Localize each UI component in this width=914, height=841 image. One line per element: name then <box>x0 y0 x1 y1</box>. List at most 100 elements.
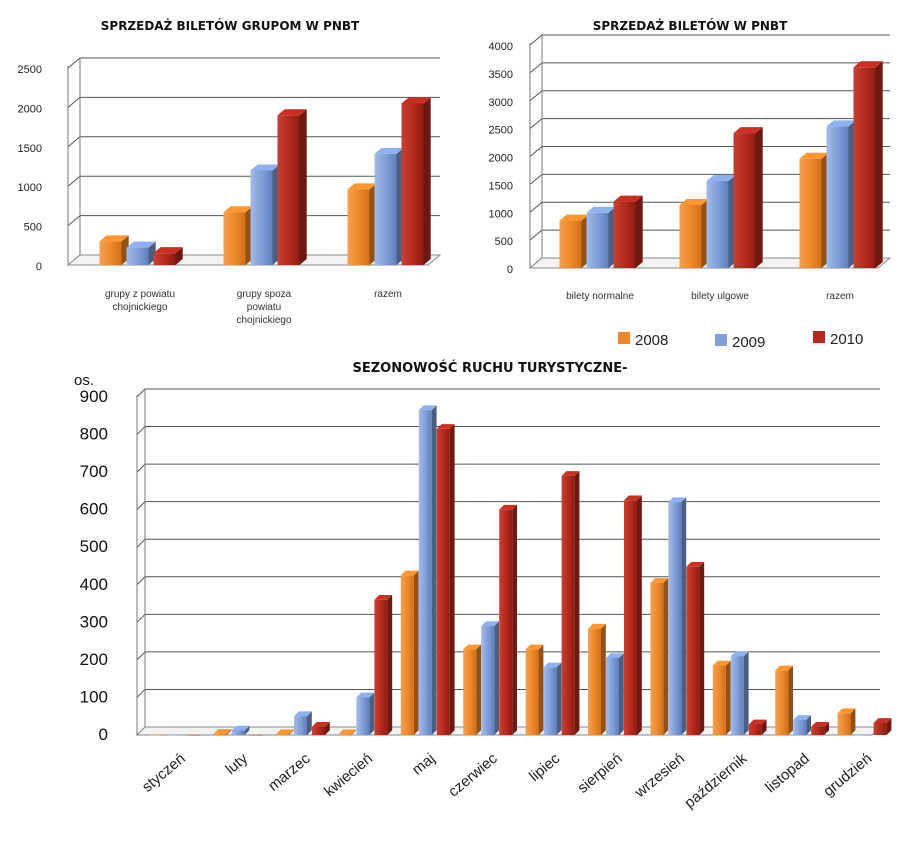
chart3-bar <box>775 670 789 735</box>
chart3-bar-top <box>543 662 562 668</box>
chart2-gridline <box>529 34 890 46</box>
chart3-bar <box>855 735 869 736</box>
chart3-bar <box>294 716 307 735</box>
chart3-category-label: kwiecień <box>321 750 376 800</box>
chart3-category-label: styczeń <box>139 750 189 796</box>
chart1-category-label: chojnickiego <box>112 302 167 313</box>
chart3-bar <box>418 410 432 735</box>
chart3-bar <box>374 599 388 735</box>
chart3-bar-top <box>793 715 811 720</box>
chart2-bar-side <box>755 127 763 269</box>
chart3-bar-top <box>374 595 393 600</box>
chart3-category-label: grudzień <box>820 750 875 800</box>
chart3-bar-top <box>356 692 375 698</box>
chart3-bar <box>873 722 887 735</box>
chart2-bar-top <box>799 152 829 159</box>
chart3-bar-side <box>449 424 455 735</box>
chart3-gridline <box>136 426 880 435</box>
chart3-bar <box>624 500 637 735</box>
chart3-unit-label: os. <box>74 372 94 389</box>
chart1-bar-top <box>153 247 183 254</box>
chart1-category-label: grupy z powiatu <box>105 289 175 300</box>
chart3-bar <box>481 626 495 735</box>
chart3-bar <box>606 658 619 735</box>
chart3-bar-top <box>561 471 580 476</box>
chart1-title: SPRZEDAŻ BILETÓW GRUPOM W PNBT <box>101 18 360 33</box>
chart2-bar-side <box>875 61 883 268</box>
chart3-bar-side <box>601 623 606 735</box>
legend: 2008 2009 2010 <box>618 331 863 351</box>
chart1-ytick-label: 2500 <box>18 64 42 76</box>
chart3-bar-top <box>463 644 481 650</box>
chart2-ytick-label: 3000 <box>489 97 513 109</box>
chart3-ytick-label: 200 <box>80 650 108 669</box>
chart2-bar-top <box>613 195 643 202</box>
chart1-bar-top <box>223 206 253 213</box>
chart1-category-label: chojnickiego <box>236 315 291 326</box>
chart3-bar-top <box>418 405 437 411</box>
chart3-bar-top <box>811 721 829 727</box>
chart2-bar-side <box>635 195 643 268</box>
chart3-bar <box>686 566 700 735</box>
chart3-bar-top <box>312 721 330 727</box>
chart3-bar-top <box>606 653 624 659</box>
chart3-bar-side <box>387 595 393 735</box>
chart3-bar-side <box>556 662 562 735</box>
chart2-bar-top <box>586 206 616 213</box>
chart3-bar-side <box>325 721 330 735</box>
chart3-bar <box>187 735 201 736</box>
chart1-bar <box>277 115 300 265</box>
chart1-bar-top <box>250 164 280 171</box>
legend-swatch-2009 <box>715 334 727 346</box>
chart1-ytick-label: 500 <box>24 222 42 234</box>
chart3-bar-top <box>650 578 669 583</box>
chart3-bar <box>525 649 539 735</box>
chart3-bar-side <box>512 504 517 735</box>
chart3-bar <box>561 475 575 735</box>
chart1-category-label: razem <box>374 289 402 300</box>
chart1-ytick-label: 1500 <box>18 143 42 155</box>
chart1-bar-top <box>126 241 156 248</box>
chart2-ytick-label: 3500 <box>489 69 513 81</box>
chart3-bar-side <box>663 578 669 735</box>
chart2-ytick-label: 2000 <box>489 153 513 165</box>
chart3-bar <box>499 509 513 735</box>
chart3-bar-side <box>476 644 481 735</box>
chart3-bar <box>463 649 477 735</box>
chart1-gridline <box>67 57 440 69</box>
chart3-bar-side <box>538 644 544 735</box>
chart3-bar-side <box>494 621 499 735</box>
legend-label-2009: 2009 <box>732 334 765 351</box>
chart2-ytick-label: 1000 <box>489 208 513 220</box>
chart3-bar <box>811 726 825 735</box>
chart3-bar-top <box>436 424 455 429</box>
chart3-bar-side <box>431 405 437 735</box>
chart3-bar <box>748 724 762 735</box>
chart2-bar <box>853 67 876 268</box>
chart1-bar <box>126 247 149 265</box>
chart1-bar-top <box>347 183 377 190</box>
chart3-bar-side <box>637 495 642 735</box>
chart2-ytick-label: 2500 <box>489 125 513 137</box>
chart3-category-label: marzec <box>265 750 314 795</box>
chart3-bar-side <box>574 471 580 735</box>
chart3-bar-side <box>788 665 793 735</box>
chart2-category-label: razem <box>826 291 854 302</box>
chart1-bar-top <box>401 97 431 104</box>
chart1-category-label: grupy spoza <box>237 289 292 300</box>
chart3-bar <box>730 656 744 735</box>
chart3-category-label: czerwiec <box>445 750 501 801</box>
legend-label-2008: 2008 <box>635 332 668 349</box>
chart3-ytick-label: 900 <box>80 387 108 406</box>
chart3-bar-top <box>873 718 892 723</box>
chart3-gridline <box>136 463 880 473</box>
chart3-bar-side <box>761 719 767 735</box>
chart1-bar <box>99 241 122 265</box>
chart2-bar <box>733 133 756 268</box>
chart3-ytick-label: 300 <box>80 612 108 631</box>
chart3-category-label: lipiec <box>526 750 563 785</box>
chart-group-ticket-sales: SPRZEDAŻ BILETÓW GRUPOM W PNBT 0 500 1000 1… <box>18 18 442 326</box>
chart3-bar-side <box>725 660 731 735</box>
chart-ticket-sales: SPRZEDAŻ BILETÓW W PNBT 0 500 1000 1500 2000… <box>489 18 892 302</box>
